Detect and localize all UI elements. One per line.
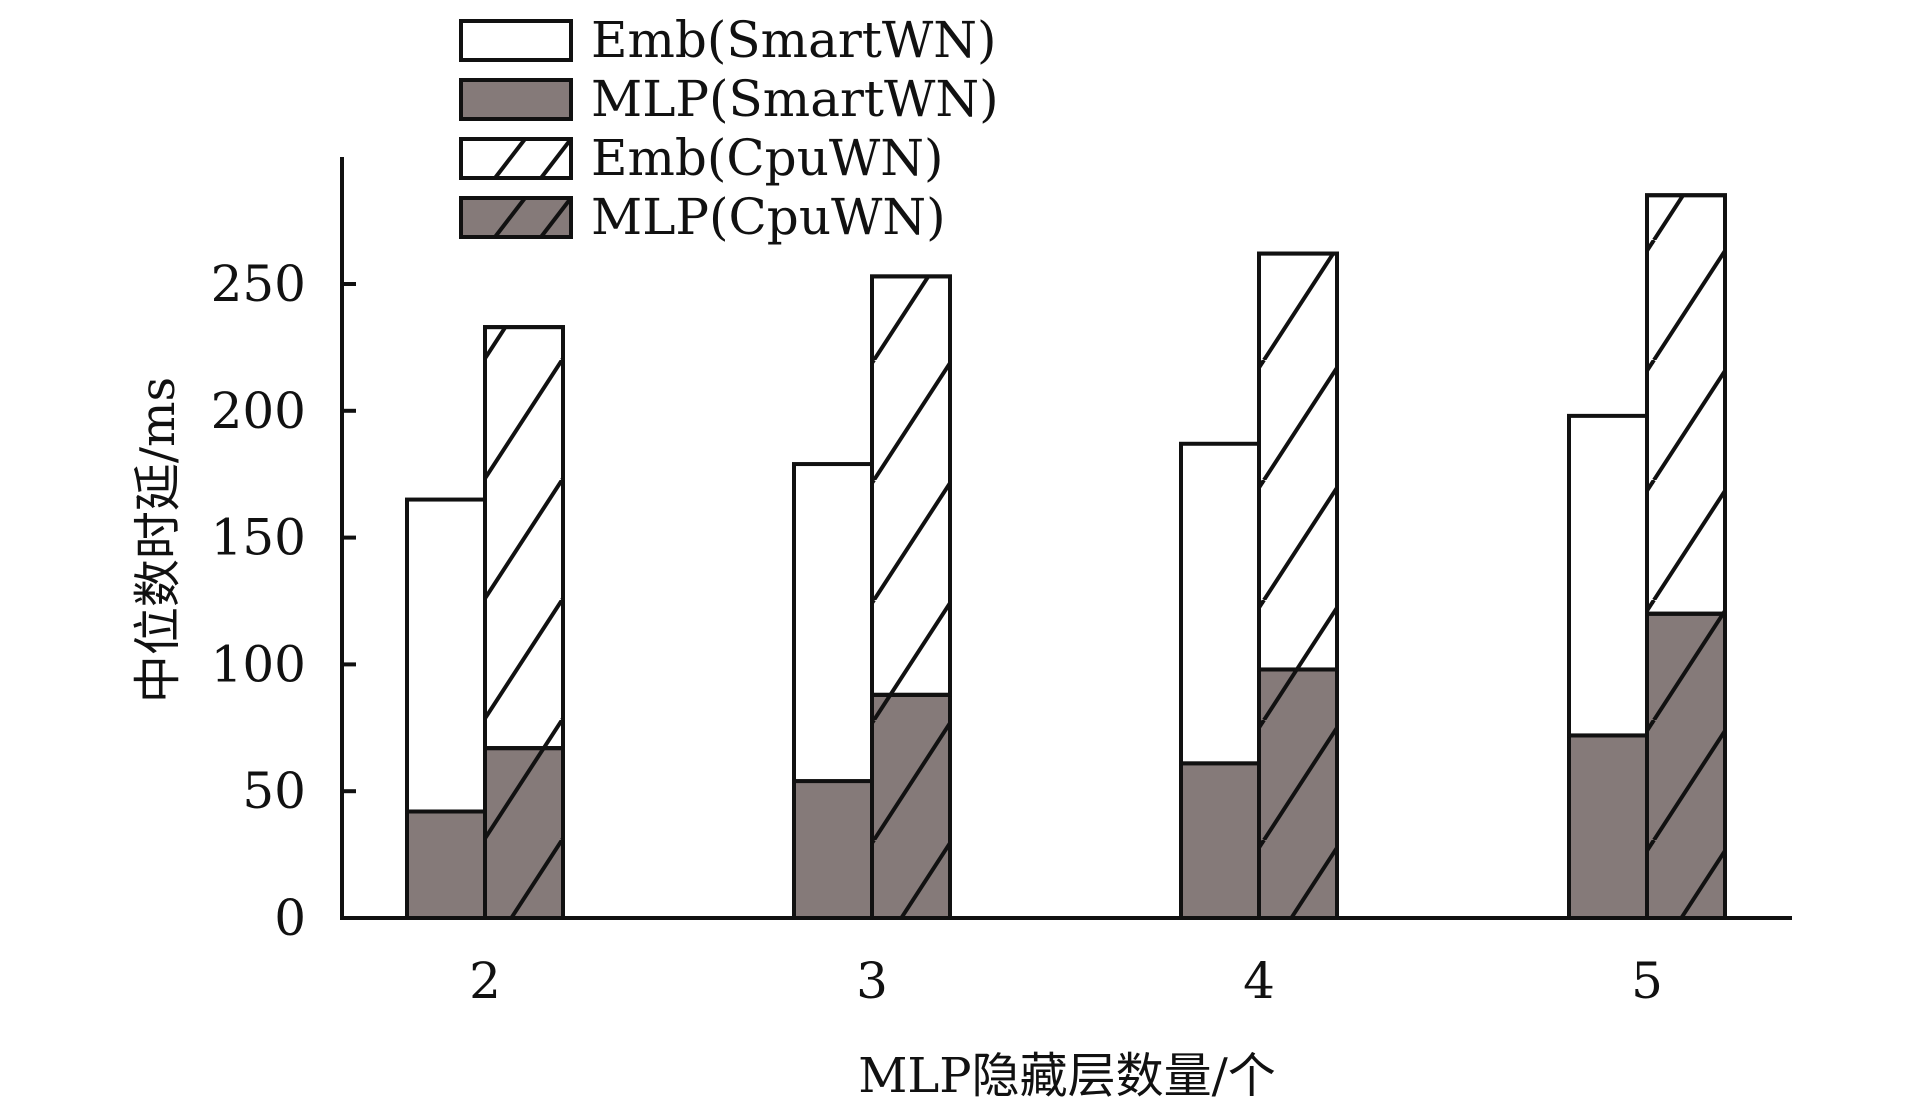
y-tick-label: 150 xyxy=(211,509,306,567)
bar-emb-smartwn-2 xyxy=(405,497,487,814)
legend-swatch xyxy=(459,137,573,180)
bar-emb-smartwn-5 xyxy=(1567,413,1649,738)
legend-swatch xyxy=(459,78,573,121)
x-tick-label: 4 xyxy=(1243,952,1275,1010)
legend: Emb(SmartWN)MLP(SmartWN)Emb(CpuWN)MLP(Cp… xyxy=(459,11,999,246)
bar-emb-cpuwn-5 xyxy=(1645,193,1727,616)
legend-label: MLP(SmartWN) xyxy=(591,70,999,128)
y-tick-label: 250 xyxy=(211,255,306,313)
bar-mlp-smartwn-5 xyxy=(1567,733,1649,921)
y-axis-label: 中位数时延/ms xyxy=(130,377,186,703)
x-tick-label: 3 xyxy=(856,952,888,1010)
x-tick-label: 5 xyxy=(1631,952,1663,1010)
bar-mlp-cpuwn-2 xyxy=(483,746,565,921)
bars xyxy=(405,193,1727,921)
legend-swatch xyxy=(459,196,573,239)
bar-emb-cpuwn-4 xyxy=(1257,251,1339,672)
y-tick-label: 100 xyxy=(211,635,306,693)
y-tick-label: 50 xyxy=(242,762,306,820)
bar-mlp-cpuwn-5 xyxy=(1645,611,1727,920)
bar-emb-cpuwn-2 xyxy=(483,325,565,751)
legend-label: Emb(CpuWN) xyxy=(591,129,944,187)
bar-mlp-cpuwn-3 xyxy=(870,692,952,920)
legend-item: Emb(CpuWN) xyxy=(459,129,944,187)
bar-mlp-smartwn-3 xyxy=(792,779,874,921)
legend-item: MLP(CpuWN) xyxy=(459,188,946,246)
x-tick-label: 2 xyxy=(469,952,501,1010)
bar-mlp-smartwn-4 xyxy=(1179,761,1261,921)
y-tick-label: 0 xyxy=(274,889,306,947)
y-tick-label: 200 xyxy=(211,382,306,440)
legend-swatch xyxy=(459,19,573,62)
bar-emb-smartwn-4 xyxy=(1179,441,1261,766)
legend-label: Emb(SmartWN) xyxy=(591,11,997,69)
bar-emb-cpuwn-3 xyxy=(870,274,952,697)
bar-mlp-smartwn-2 xyxy=(405,809,487,920)
bar-emb-smartwn-3 xyxy=(792,462,874,784)
legend-item: Emb(SmartWN) xyxy=(459,11,997,69)
legend-label: MLP(CpuWN) xyxy=(591,188,946,246)
bar-mlp-cpuwn-4 xyxy=(1257,667,1339,920)
x-axis-label: MLP隐藏层数量/个 xyxy=(858,1048,1276,1104)
legend-item: MLP(SmartWN) xyxy=(459,70,999,128)
